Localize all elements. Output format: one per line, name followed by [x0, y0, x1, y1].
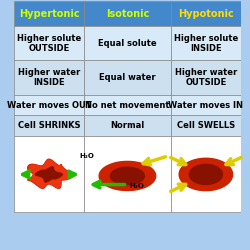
- Bar: [84, 60, 170, 94]
- Bar: [14, 2, 84, 26]
- Polygon shape: [189, 164, 222, 184]
- Text: Equal water: Equal water: [99, 73, 156, 82]
- Polygon shape: [36, 167, 62, 182]
- Bar: [84, 116, 170, 136]
- Text: Cell SHRINKS: Cell SHRINKS: [18, 122, 80, 130]
- Bar: [84, 94, 170, 116]
- Bar: [84, 2, 170, 26]
- Bar: [170, 116, 241, 136]
- Text: No net movement: No net movement: [85, 100, 170, 110]
- Text: Higher solute
INSIDE: Higher solute INSIDE: [174, 34, 238, 53]
- Bar: [14, 136, 84, 212]
- Bar: [84, 26, 170, 60]
- Bar: [14, 94, 84, 116]
- Bar: [170, 26, 241, 60]
- Text: Equal solute: Equal solute: [98, 39, 157, 48]
- Text: Higher solute
OUTSIDE: Higher solute OUTSIDE: [17, 34, 81, 53]
- Bar: [170, 2, 241, 26]
- Bar: [84, 136, 170, 212]
- Bar: [14, 60, 84, 94]
- Text: Isotonic: Isotonic: [106, 9, 149, 19]
- Text: H₂O: H₂O: [130, 184, 144, 190]
- Text: H₂O: H₂O: [79, 153, 94, 159]
- Bar: [170, 60, 241, 94]
- Bar: [170, 136, 241, 212]
- Bar: [14, 116, 84, 136]
- Polygon shape: [99, 162, 156, 190]
- Text: Hypertonic: Hypertonic: [19, 9, 79, 19]
- Text: Normal: Normal: [110, 122, 144, 130]
- Text: Higher water
OUTSIDE: Higher water OUTSIDE: [175, 68, 237, 87]
- Polygon shape: [110, 167, 144, 185]
- Text: Cell SWELLS: Cell SWELLS: [177, 122, 235, 130]
- Polygon shape: [28, 159, 74, 188]
- Bar: [170, 94, 241, 116]
- Bar: [14, 26, 84, 60]
- Text: Water moves OUT: Water moves OUT: [7, 100, 91, 110]
- Text: Higher water
INSIDE: Higher water INSIDE: [18, 68, 80, 87]
- Text: Water moves IN: Water moves IN: [168, 100, 243, 110]
- Polygon shape: [29, 160, 73, 188]
- Polygon shape: [179, 158, 233, 190]
- Text: Hypotonic: Hypotonic: [178, 9, 234, 19]
